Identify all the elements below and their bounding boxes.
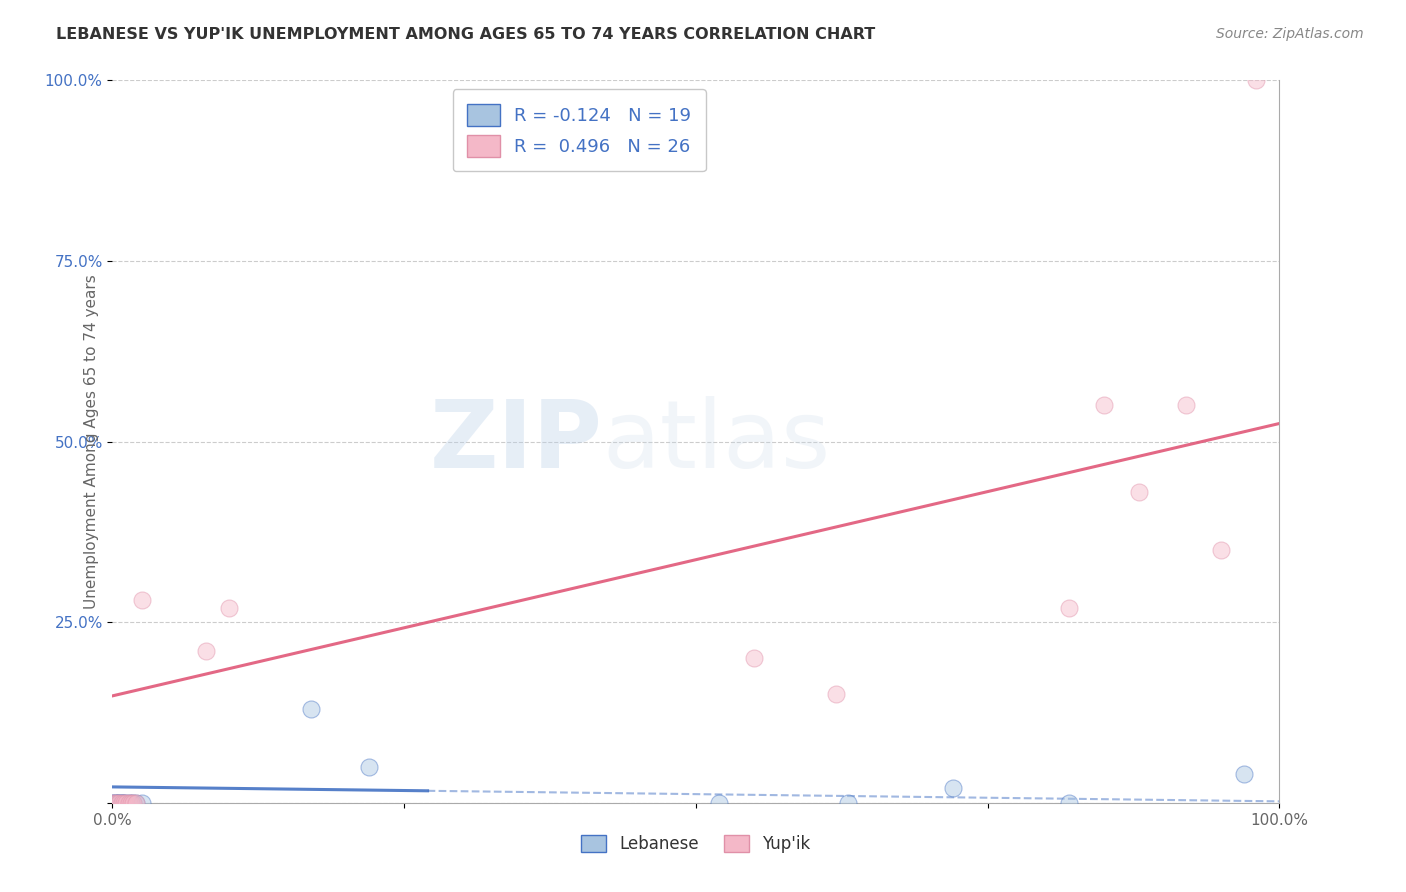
Point <box>112 796 135 810</box>
Point <box>125 796 148 810</box>
Point <box>115 796 138 810</box>
Point <box>111 796 134 810</box>
Point <box>1094 398 1116 412</box>
Point <box>837 796 859 810</box>
Point <box>131 796 153 810</box>
Point <box>1175 398 1198 412</box>
Point <box>122 796 145 810</box>
Point <box>1128 485 1150 500</box>
Point <box>115 796 138 810</box>
Point <box>218 600 240 615</box>
Point <box>112 796 135 810</box>
Point <box>359 760 381 774</box>
Point <box>118 796 141 810</box>
Point <box>111 796 134 810</box>
Point <box>120 796 142 810</box>
Point <box>1244 73 1267 87</box>
Point <box>118 796 141 810</box>
Point <box>1233 767 1256 781</box>
Point <box>105 796 128 810</box>
Point <box>111 796 134 810</box>
Text: LEBANESE VS YUP'IK UNEMPLOYMENT AMONG AGES 65 TO 74 YEARS CORRELATION CHART: LEBANESE VS YUP'IK UNEMPLOYMENT AMONG AG… <box>56 27 876 42</box>
Point <box>101 796 124 810</box>
Point <box>1059 600 1081 615</box>
Point <box>744 651 766 665</box>
Point <box>194 644 217 658</box>
Point <box>1209 542 1232 557</box>
Y-axis label: Unemployment Among Ages 65 to 74 years: Unemployment Among Ages 65 to 74 years <box>83 274 98 609</box>
Point <box>104 796 127 810</box>
Point <box>942 781 965 796</box>
Point <box>1059 796 1081 810</box>
Point <box>108 796 131 810</box>
Point <box>104 796 127 810</box>
Point <box>122 796 145 810</box>
Point <box>108 796 131 810</box>
Point <box>101 796 124 810</box>
Point <box>825 687 848 701</box>
Legend: Lebanese, Yup'ik: Lebanese, Yup'ik <box>575 828 817 860</box>
Point <box>110 796 132 810</box>
Point <box>120 796 142 810</box>
Text: Source: ZipAtlas.com: Source: ZipAtlas.com <box>1216 27 1364 41</box>
Point <box>299 702 322 716</box>
Point <box>104 796 127 810</box>
Text: ZIP: ZIP <box>430 395 603 488</box>
Point <box>107 796 129 810</box>
Point <box>709 796 731 810</box>
Text: atlas: atlas <box>603 395 831 488</box>
Point <box>131 593 153 607</box>
Point <box>101 796 124 810</box>
Point <box>125 796 148 810</box>
Point <box>105 796 128 810</box>
